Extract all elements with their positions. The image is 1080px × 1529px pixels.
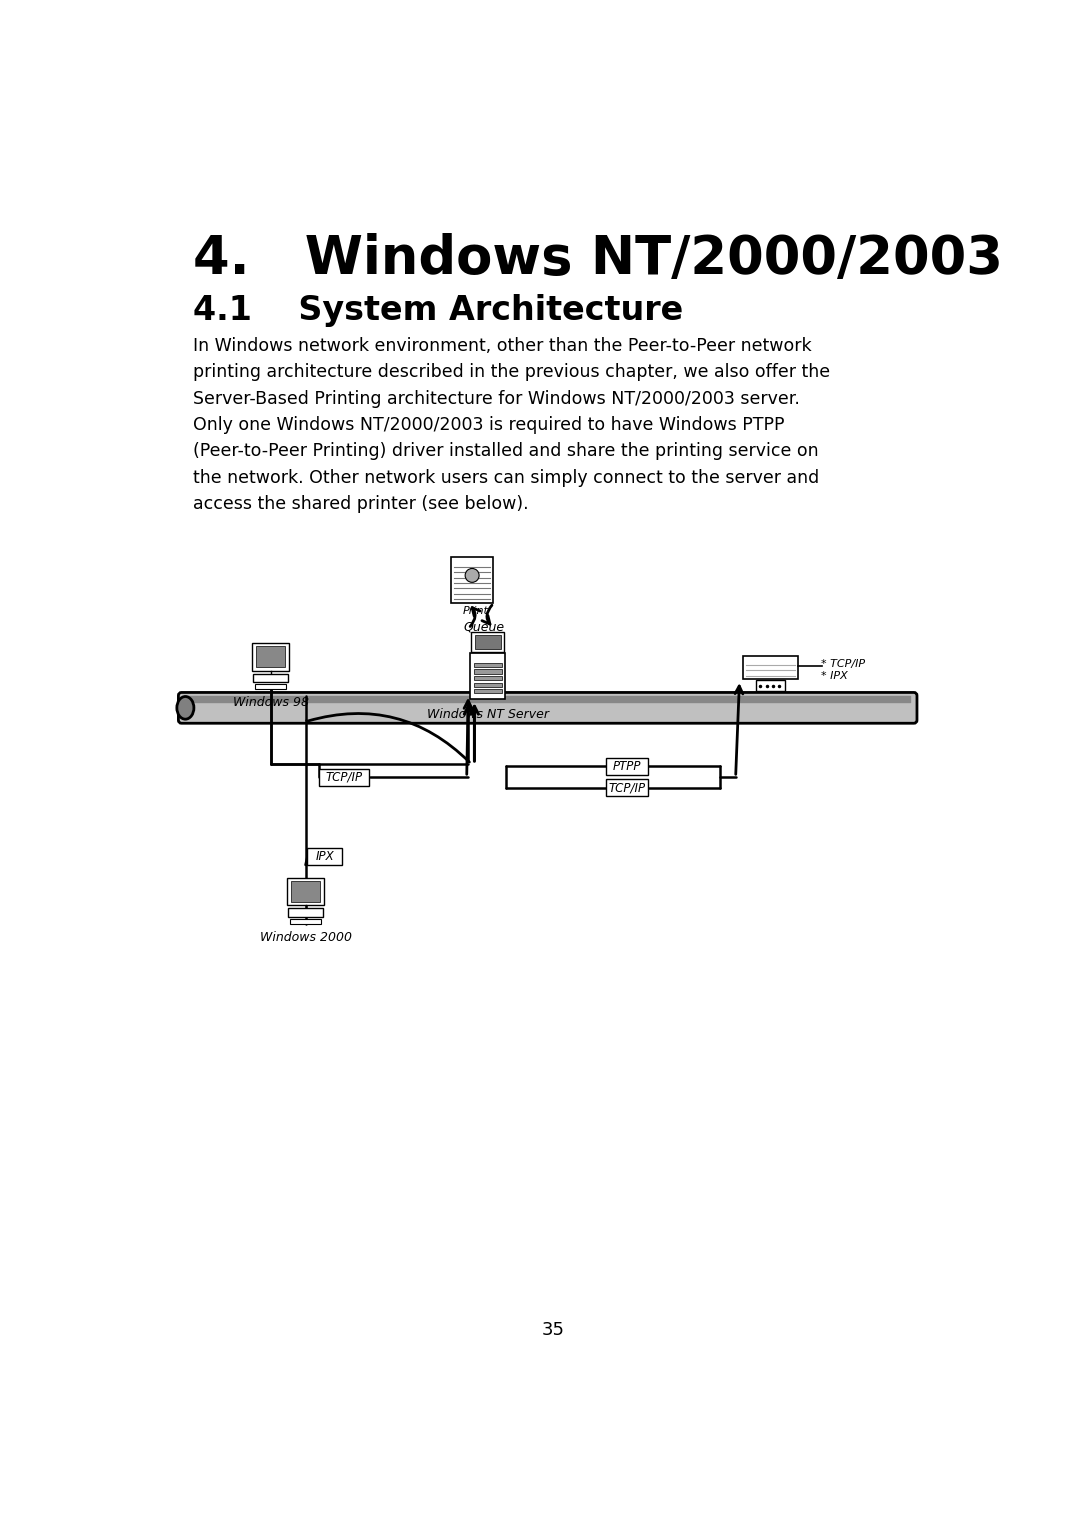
Text: TCP/IP: TCP/IP (608, 781, 646, 795)
Bar (288, 908, 323, 917)
Bar (253, 673, 288, 682)
Bar (474, 676, 501, 680)
Bar (756, 680, 785, 691)
Text: 35: 35 (542, 1321, 565, 1339)
Bar (472, 631, 504, 651)
Bar (474, 682, 501, 687)
Text: Windows 98: Windows 98 (232, 696, 309, 709)
Text: Windows 2000: Windows 2000 (259, 931, 351, 943)
FancyBboxPatch shape (178, 693, 917, 723)
Bar (474, 662, 501, 667)
Bar (474, 670, 501, 674)
Text: TCP/IP: TCP/IP (326, 771, 363, 784)
Text: Queue: Queue (463, 621, 504, 633)
Bar (606, 758, 648, 775)
Text: Windows NT Server: Windows NT Server (427, 708, 549, 720)
Bar (451, 557, 494, 602)
Bar (253, 642, 289, 671)
Text: IPX: IPX (315, 850, 334, 862)
Bar (255, 683, 286, 690)
Bar (308, 849, 342, 865)
Bar (475, 635, 501, 650)
Bar (743, 656, 798, 679)
Text: PTPP: PTPP (612, 760, 642, 772)
Text: * IPX: * IPX (821, 671, 848, 680)
Bar (606, 780, 648, 797)
Bar (256, 647, 285, 667)
Bar (291, 919, 321, 924)
Text: Print: Print (463, 605, 489, 616)
Ellipse shape (177, 697, 194, 719)
Text: * TCP/IP: * TCP/IP (821, 659, 865, 670)
Bar (474, 690, 501, 694)
Bar (287, 878, 324, 905)
Text: 4.   Windows NT/2000/2003: 4. Windows NT/2000/2003 (193, 232, 1003, 284)
Bar (291, 881, 321, 902)
Bar (319, 769, 369, 786)
Bar (470, 653, 505, 699)
Text: In Windows network environment, other than the Peer-to-Peer network
printing arc: In Windows network environment, other th… (193, 336, 831, 514)
Text: 4.1    System Architecture: 4.1 System Architecture (193, 295, 684, 327)
Circle shape (465, 569, 480, 583)
